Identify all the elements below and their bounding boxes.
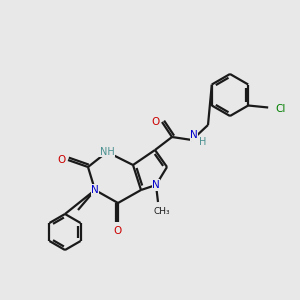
Text: NH: NH [100,147,114,157]
Text: N: N [91,185,99,195]
Text: N: N [190,130,198,140]
Text: O: O [114,226,122,236]
Text: O: O [57,155,65,165]
Text: H: H [199,137,207,147]
Text: CH₃: CH₃ [154,206,170,215]
Text: N: N [152,180,160,190]
Text: Cl: Cl [275,104,285,115]
Text: O: O [151,117,159,127]
